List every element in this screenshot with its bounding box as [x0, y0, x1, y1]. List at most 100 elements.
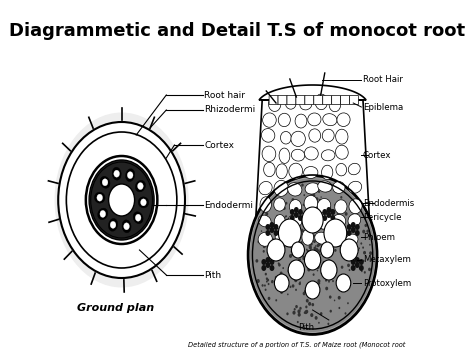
Circle shape: [336, 232, 337, 234]
Ellipse shape: [318, 214, 332, 229]
Circle shape: [311, 257, 313, 259]
Circle shape: [274, 274, 289, 292]
Ellipse shape: [348, 214, 361, 226]
Circle shape: [319, 251, 320, 253]
Ellipse shape: [308, 113, 321, 126]
FancyBboxPatch shape: [269, 95, 278, 104]
Circle shape: [311, 233, 313, 235]
Circle shape: [297, 310, 301, 313]
Circle shape: [278, 282, 282, 286]
Circle shape: [345, 312, 346, 315]
Circle shape: [315, 316, 318, 320]
Circle shape: [274, 235, 276, 237]
Circle shape: [300, 258, 301, 260]
Ellipse shape: [330, 235, 343, 247]
Circle shape: [263, 244, 266, 248]
Circle shape: [330, 209, 333, 213]
Ellipse shape: [262, 146, 276, 162]
Circle shape: [353, 241, 354, 242]
Circle shape: [313, 234, 315, 237]
Ellipse shape: [289, 163, 302, 179]
Circle shape: [346, 251, 348, 253]
Circle shape: [362, 230, 365, 234]
Circle shape: [296, 262, 299, 265]
Circle shape: [315, 264, 317, 267]
Circle shape: [326, 263, 328, 265]
Polygon shape: [254, 85, 371, 250]
Circle shape: [294, 212, 299, 218]
Circle shape: [261, 259, 266, 265]
Ellipse shape: [322, 129, 334, 142]
Ellipse shape: [288, 182, 302, 196]
Circle shape: [329, 310, 332, 313]
Circle shape: [291, 250, 293, 253]
Circle shape: [264, 284, 266, 286]
Circle shape: [110, 222, 116, 228]
Circle shape: [292, 198, 294, 202]
Circle shape: [312, 194, 315, 198]
Circle shape: [317, 245, 319, 247]
Circle shape: [310, 313, 313, 317]
Circle shape: [369, 251, 372, 255]
Ellipse shape: [305, 183, 319, 194]
Circle shape: [273, 230, 278, 236]
Circle shape: [313, 240, 316, 243]
Circle shape: [278, 238, 279, 240]
Circle shape: [340, 251, 342, 253]
Circle shape: [294, 207, 299, 213]
Circle shape: [304, 202, 306, 205]
Circle shape: [305, 306, 308, 308]
Circle shape: [312, 251, 314, 255]
Circle shape: [293, 244, 296, 248]
Ellipse shape: [263, 113, 276, 127]
Circle shape: [306, 217, 309, 220]
Circle shape: [301, 241, 302, 244]
Circle shape: [137, 182, 143, 190]
Ellipse shape: [55, 113, 189, 288]
Ellipse shape: [291, 131, 305, 147]
Circle shape: [312, 261, 315, 265]
Text: Cortex: Cortex: [204, 141, 235, 149]
Circle shape: [322, 247, 324, 249]
Circle shape: [307, 258, 309, 260]
Circle shape: [330, 215, 335, 221]
Circle shape: [291, 219, 294, 223]
Text: Endodermis: Endodermis: [363, 198, 414, 208]
Circle shape: [321, 228, 323, 230]
Circle shape: [310, 242, 313, 246]
Circle shape: [326, 213, 329, 217]
Ellipse shape: [292, 149, 305, 161]
Circle shape: [351, 222, 356, 228]
Circle shape: [259, 237, 261, 238]
FancyBboxPatch shape: [349, 95, 358, 104]
Circle shape: [261, 230, 262, 232]
Circle shape: [274, 282, 277, 285]
Circle shape: [312, 254, 313, 256]
Circle shape: [318, 238, 320, 241]
Circle shape: [368, 268, 371, 271]
Circle shape: [306, 258, 308, 260]
Ellipse shape: [317, 198, 331, 213]
Circle shape: [282, 233, 284, 236]
Circle shape: [318, 213, 320, 217]
Circle shape: [294, 278, 297, 282]
Ellipse shape: [274, 180, 288, 196]
Ellipse shape: [348, 181, 362, 193]
Circle shape: [265, 257, 270, 263]
Circle shape: [317, 225, 319, 228]
Circle shape: [286, 312, 289, 315]
Circle shape: [268, 283, 270, 285]
Ellipse shape: [100, 176, 110, 188]
Circle shape: [315, 184, 318, 187]
Circle shape: [262, 233, 264, 235]
Text: Metaxylem: Metaxylem: [363, 256, 411, 264]
Circle shape: [314, 253, 316, 256]
Circle shape: [271, 244, 273, 246]
Circle shape: [288, 269, 291, 273]
Circle shape: [310, 250, 312, 253]
Circle shape: [311, 266, 313, 269]
Circle shape: [298, 209, 303, 215]
Circle shape: [348, 269, 350, 271]
Circle shape: [335, 190, 337, 192]
Ellipse shape: [278, 113, 291, 127]
